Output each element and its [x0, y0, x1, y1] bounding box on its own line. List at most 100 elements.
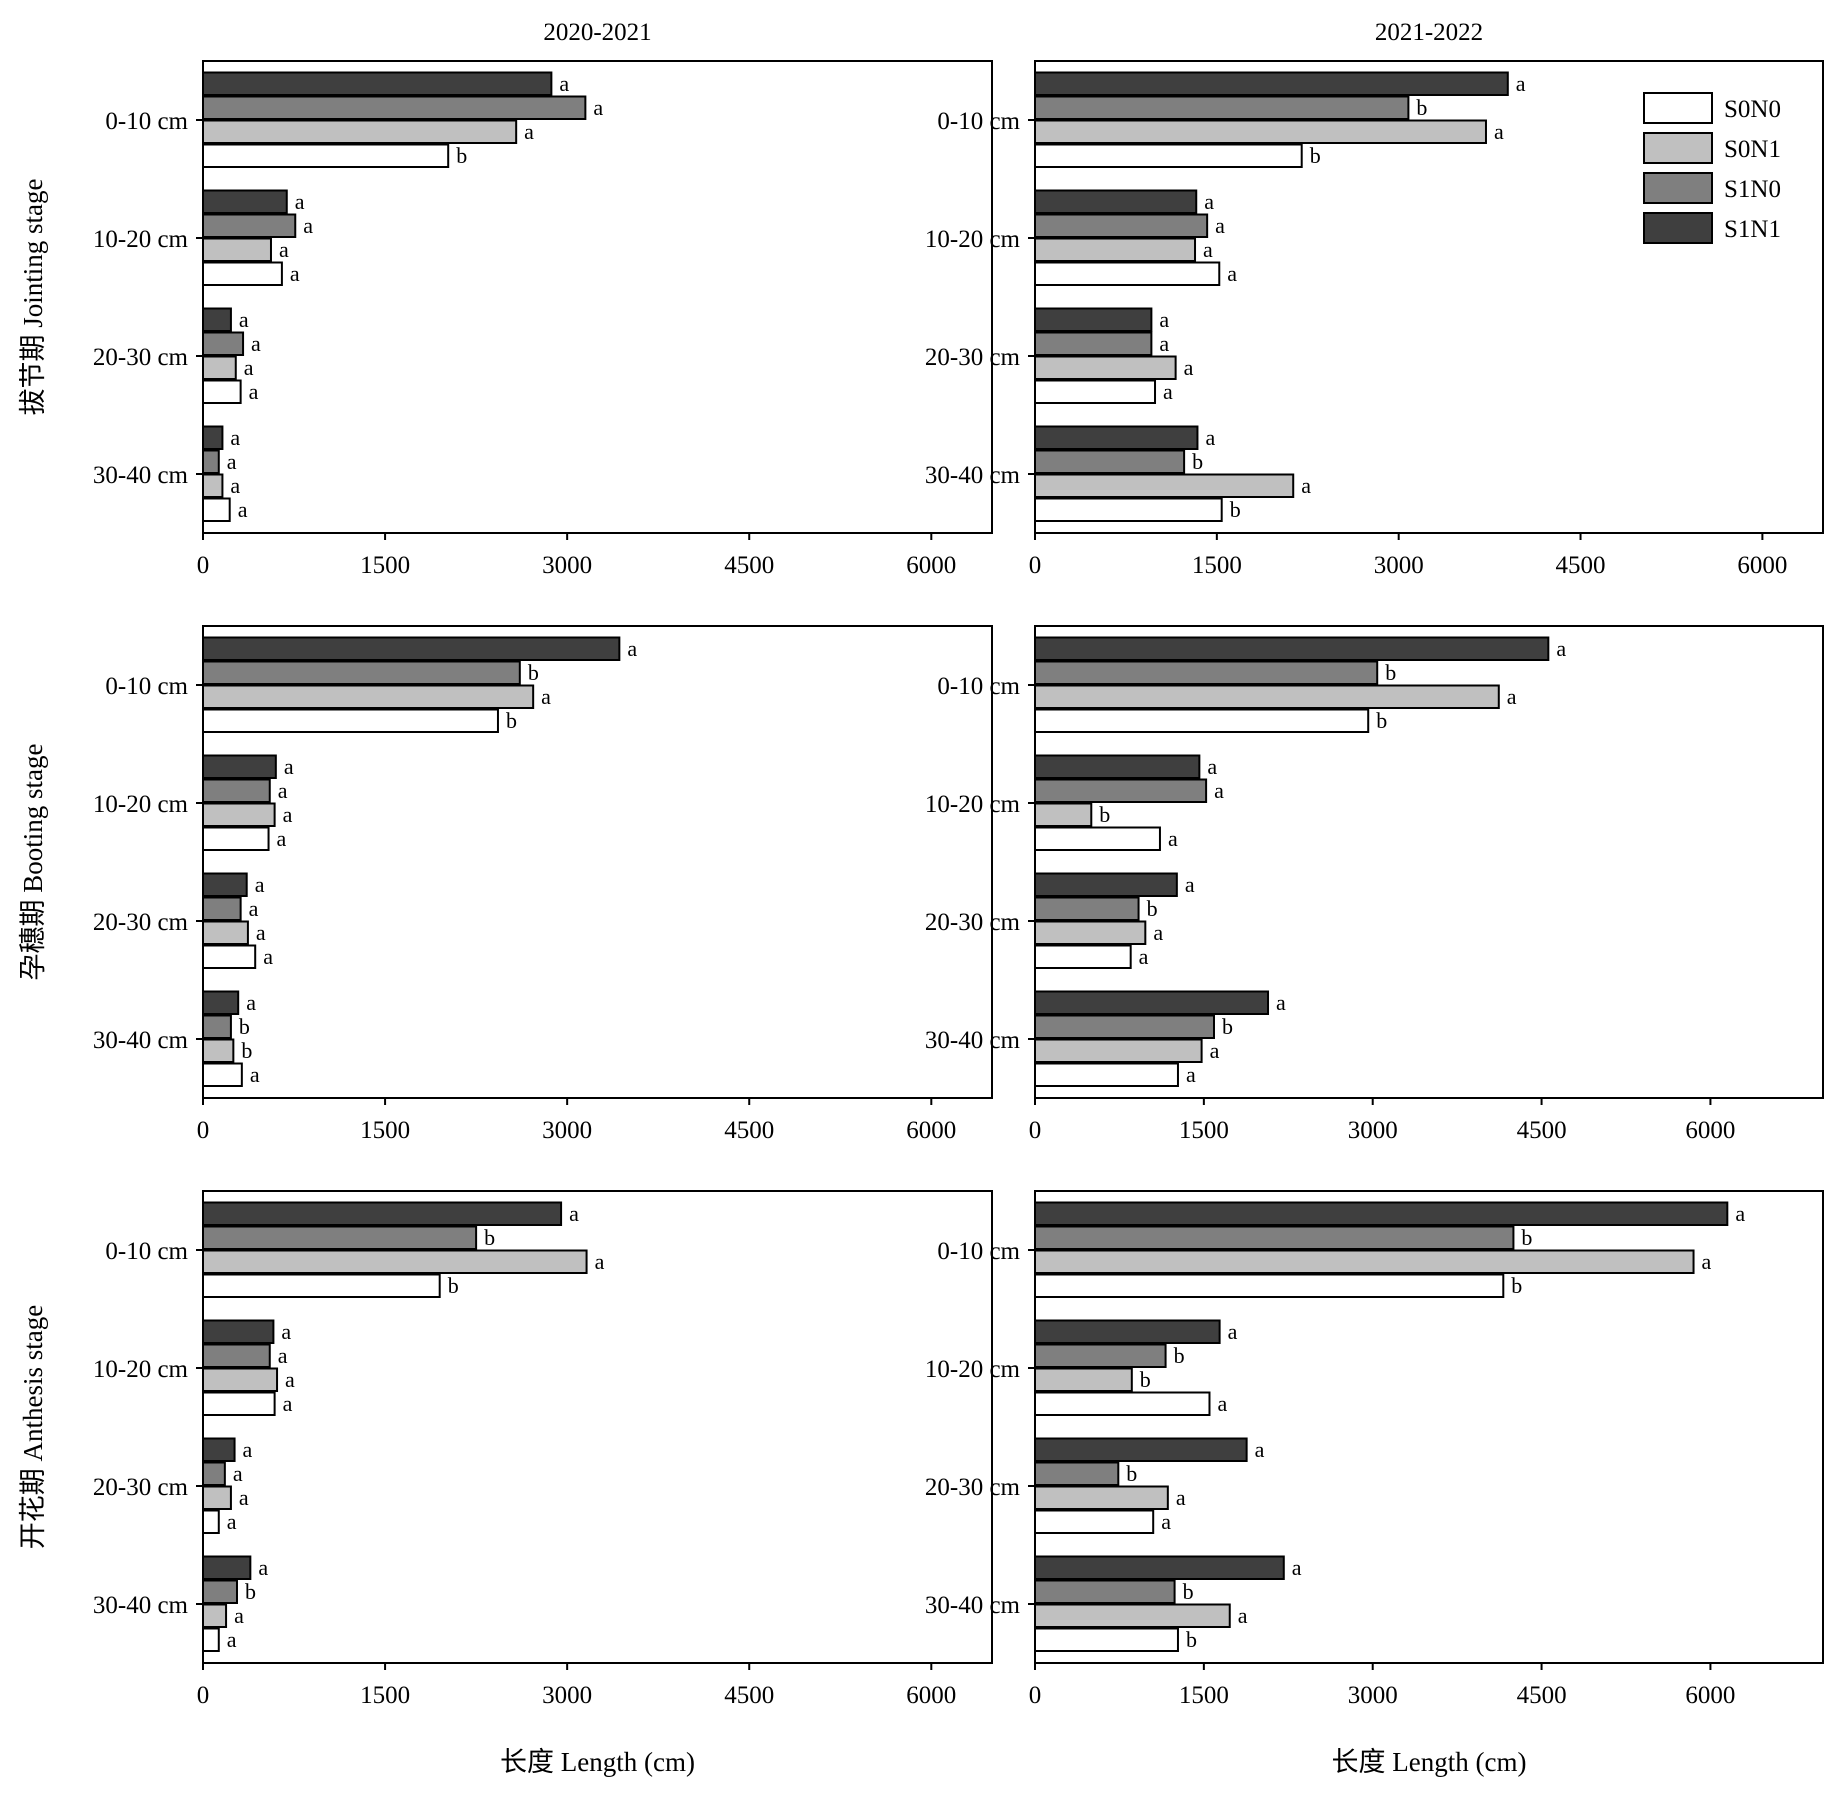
significance-label: a: [1163, 379, 1173, 404]
significance-label: b: [239, 1014, 250, 1039]
bar-s0n0: [1034, 261, 1221, 286]
bar-s0n1: [202, 1603, 228, 1628]
significance-label: b: [456, 143, 467, 168]
significance-label: a: [263, 944, 273, 969]
x-tick-label: 1500: [360, 1117, 410, 1144]
significance-label: b: [1186, 1627, 1197, 1652]
significance-label: b: [1099, 802, 1110, 827]
y-category-label: 10-20 cm: [925, 791, 1021, 818]
significance-label: a: [1702, 1249, 1712, 1274]
significance-label: a: [278, 1343, 288, 1368]
bar-s0n0: [1034, 826, 1161, 851]
y-category-label: 30-40 cm: [93, 462, 189, 489]
significance-label: b: [1174, 1343, 1185, 1368]
significance-label: a: [541, 684, 551, 709]
significance-label: a: [278, 778, 288, 803]
legend-swatch: [1643, 212, 1713, 244]
x-tick-label: 3000: [542, 552, 592, 579]
bar-s1n0: [202, 1579, 238, 1604]
bar-s1n0: [1034, 331, 1153, 356]
significance-label: a: [524, 119, 534, 144]
x-tick-label: 0: [1029, 1682, 1042, 1709]
y-category-label: 10-20 cm: [93, 791, 189, 818]
x-tick-label: 0: [197, 552, 210, 579]
significance-label: b: [1222, 1014, 1233, 1039]
x-tick-label: 0: [197, 1682, 210, 1709]
significance-label: a: [284, 754, 294, 779]
bar-s1n0: [202, 331, 245, 356]
bar-s1n1: [202, 189, 288, 214]
bar-s0n0: [202, 708, 499, 733]
bar-s1n1: [202, 872, 248, 897]
bar-s0n0: [202, 261, 283, 286]
y-category-label: 30-40 cm: [925, 1027, 1021, 1054]
row-title: 拔节期 Jointing stage: [18, 178, 48, 415]
bar-s1n1: [1034, 754, 1201, 779]
significance-label: b: [1192, 449, 1203, 474]
significance-label: a: [1238, 1603, 1248, 1628]
bar-s1n0: [1034, 213, 1209, 238]
significance-label: a: [1292, 1555, 1302, 1580]
bar-s1n0: [202, 1225, 478, 1250]
significance-label: a: [1735, 1201, 1745, 1226]
significance-label: b: [1230, 497, 1241, 522]
bar-s1n1: [202, 990, 240, 1015]
bar-s0n1: [1034, 473, 1295, 498]
significance-label: a: [239, 307, 249, 332]
bar-s1n1: [1034, 636, 1550, 661]
x-tick-label: 6000: [1737, 552, 1787, 579]
bar-s1n1: [202, 1201, 563, 1226]
significance-label: a: [1507, 684, 1517, 709]
bar-s0n0: [1034, 1627, 1179, 1652]
legend-swatch: [1643, 172, 1713, 204]
plot-frame: [1034, 625, 1824, 1099]
y-category-label: 20-30 cm: [925, 1474, 1021, 1501]
significance-label: a: [1203, 237, 1213, 262]
bar-s1n1: [202, 1555, 252, 1580]
bar-s0n0: [202, 1391, 276, 1416]
legend-label: S0N0: [1724, 96, 1781, 123]
significance-label: a: [559, 71, 569, 96]
bar-s1n0: [1034, 1014, 1215, 1039]
bar-s1n0: [1034, 449, 1186, 474]
significance-label: a: [234, 1603, 244, 1628]
significance-label: a: [1159, 307, 1169, 332]
x-tick-label: 1500: [1192, 552, 1242, 579]
bar-s0n0: [1034, 379, 1157, 404]
bar-s1n1: [202, 636, 621, 661]
bar-s0n1: [1034, 1485, 1169, 1510]
bar-s0n0: [1034, 143, 1303, 168]
legend-swatch: [1643, 132, 1713, 164]
bar-s0n0: [202, 826, 270, 851]
significance-label: a: [569, 1201, 579, 1226]
bar-s0n1: [1034, 355, 1177, 380]
significance-label: b: [484, 1225, 495, 1250]
x-tick-label: 3000: [542, 1117, 592, 1144]
significance-label: a: [593, 95, 603, 120]
significance-label: a: [1210, 1038, 1220, 1063]
bar-s0n1: [1034, 802, 1093, 827]
y-category-label: 20-30 cm: [925, 909, 1021, 936]
x-tick-label: 3000: [542, 1682, 592, 1709]
x-tick-label: 1500: [360, 552, 410, 579]
significance-label: b: [1416, 95, 1427, 120]
bar-s1n1: [1034, 1437, 1248, 1462]
bar-s0n0: [202, 497, 231, 522]
y-category-label: 10-20 cm: [925, 226, 1021, 253]
bar-s0n0: [202, 1627, 220, 1652]
bar-s1n1: [1034, 990, 1270, 1015]
bar-s0n1: [202, 473, 224, 498]
legend-label: S0N1: [1724, 136, 1781, 163]
significance-label: a: [227, 1627, 237, 1652]
bar-s0n1: [1034, 1367, 1133, 1392]
significance-label: a: [281, 1319, 291, 1344]
bar-s1n1: [202, 307, 232, 332]
significance-label: a: [1153, 920, 1163, 945]
significance-label: a: [246, 990, 256, 1015]
bar-s1n0: [1034, 896, 1140, 921]
significance-label: a: [1139, 944, 1149, 969]
x-tick-label: 4500: [724, 552, 774, 579]
bar-s0n1: [202, 1485, 232, 1510]
x-tick-label: 4500: [1556, 552, 1606, 579]
